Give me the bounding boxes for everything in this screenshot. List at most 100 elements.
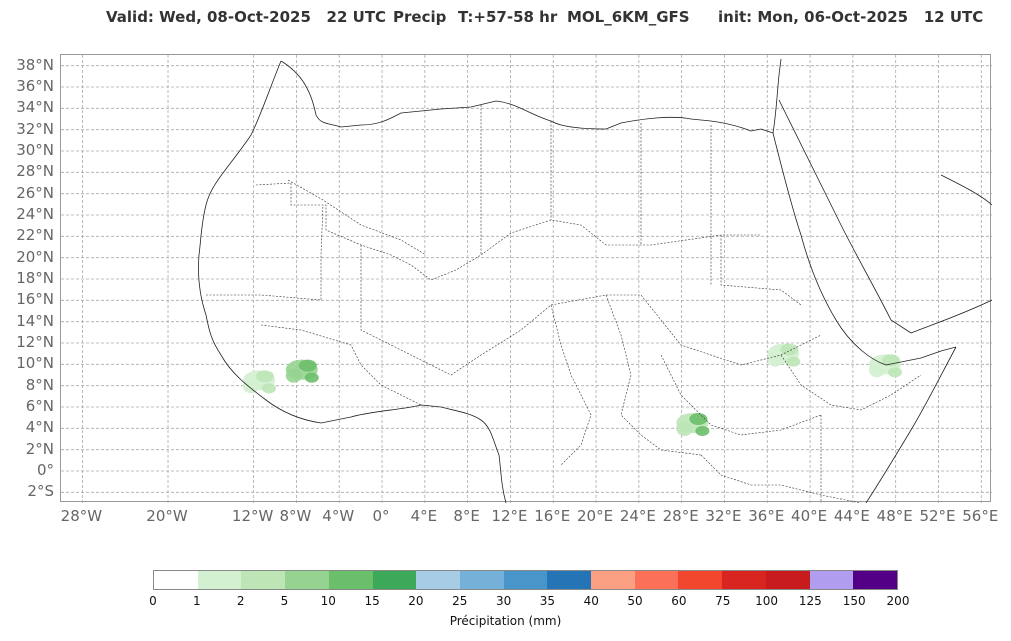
lon-tick-label: 16°E	[534, 507, 571, 525]
precip-patch	[689, 413, 708, 425]
colorbar-tick-label: 15	[364, 594, 380, 608]
colorbar-segment	[853, 571, 897, 589]
colorbar-segment	[634, 571, 679, 589]
precip-patch	[676, 422, 693, 436]
lat-tick-label: 2°S	[27, 482, 54, 501]
lon-tick-label: 40°E	[791, 507, 828, 525]
colorbar-label: Précipitation (mm)	[449, 614, 562, 628]
colorbar-segment	[285, 571, 329, 589]
lat-tick-label: 0°	[36, 461, 54, 479]
colorbar-tick-label: 0	[149, 594, 157, 608]
graticule	[61, 55, 992, 503]
lat-tick-label: 30°N	[16, 141, 54, 159]
colorbar-tick-label: 200	[886, 594, 910, 608]
lat-tick-label: 22°N	[16, 226, 54, 245]
lat-tick-label: 32°N	[16, 119, 54, 138]
lat-tick-label: 18°N	[16, 269, 54, 287]
country-borders	[206, 105, 922, 503]
valid-time: Valid: Wed, 08-Oct-2025 22 UTC	[106, 8, 387, 26]
colorbar-tick-label: 30	[495, 594, 512, 608]
lat-tick-label: 6°N	[25, 397, 54, 415]
lon-tick-label: 32°E	[705, 507, 742, 525]
colorbar-segment	[241, 571, 286, 589]
model-name: MOL_6KM_GFS	[567, 8, 690, 26]
precip-patch	[786, 356, 801, 367]
lon-tick-label: 20°E	[577, 507, 614, 525]
colorbar-segment	[678, 571, 723, 589]
west-africa-coast	[198, 254, 507, 503]
lon-tick-label: 28°E	[662, 507, 699, 525]
lat-tick-label: 26°N	[16, 183, 54, 202]
precip-patch	[304, 372, 319, 383]
levant-coast	[772, 58, 782, 134]
lat-tick-label: 28°N	[16, 162, 54, 181]
lon-tick-label: 36°E	[748, 507, 785, 525]
precip-patch	[767, 352, 784, 367]
colorbar-segment	[503, 571, 548, 589]
colorbar-tick-label: 35	[539, 594, 556, 608]
lon-tick-label: 48°E	[876, 507, 913, 525]
north-africa-coast	[280, 60, 774, 134]
lon-tick-label: 20°W	[146, 507, 188, 525]
colorbar-segment	[765, 571, 810, 589]
arabia-red-sea-coast	[778, 99, 912, 334]
precip-patch	[868, 363, 885, 378]
lead-time: T:+57-58 hr	[458, 8, 558, 26]
lat-tick-label: 8°N	[25, 375, 54, 394]
precip-patch	[285, 368, 302, 383]
lat-tick-label: 2°N	[25, 439, 54, 458]
precip-layer	[242, 343, 902, 436]
colorbar-segment	[547, 571, 592, 589]
lon-tick-label: 12°W	[231, 507, 274, 525]
red-sea-west-coast	[772, 132, 957, 366]
lon-tick-label: 44°E	[833, 507, 870, 525]
lat-tick-label: 12°N	[16, 333, 54, 351]
lon-tick-label: 8°E	[453, 507, 480, 525]
colorbar-tick-label: 50	[627, 594, 643, 608]
colorbar-tick-label: 2	[236, 594, 245, 608]
precip-patch	[261, 383, 276, 394]
precip-patch	[780, 343, 799, 356]
lon-tick-label: 24°E	[619, 507, 656, 525]
colorbar-tick-label: 40	[583, 594, 599, 608]
lat-tick-label: 34°N	[16, 98, 54, 117]
colorbar-tick-label: 10	[320, 594, 336, 608]
horn-coast	[865, 346, 957, 503]
colorbar-tick-label: 25	[452, 594, 468, 608]
lat-tick-label: 10°N	[16, 354, 54, 373]
lat-tick-label: 36°N	[16, 77, 54, 95]
precip-patch	[887, 367, 902, 378]
gulf-coast	[940, 174, 992, 206]
colorbar-segment	[197, 571, 242, 589]
colorbar-segment	[154, 571, 198, 589]
colorbar-segment	[416, 571, 460, 589]
map-title: Valid: Wed, 08-Oct-2025 22 UTC Precip T:…	[0, 8, 1011, 28]
precip-patch	[255, 370, 274, 383]
lon-tick-label: 0°	[372, 507, 390, 525]
lat-tick-label: 24°N	[16, 205, 54, 223]
lon-tick-label: 8°W	[279, 507, 312, 525]
colorbar-tick-label: 125	[798, 594, 822, 608]
lon-tick-label: 4°E	[410, 507, 438, 525]
lat-tick-label: 38°N	[16, 55, 54, 74]
colorbar-tick-label: 75	[715, 594, 731, 608]
morocco-atlantic-coast	[198, 60, 282, 256]
colorbar-segment	[372, 571, 417, 589]
lon-tick-label: 12°E	[491, 507, 528, 525]
lat-tick-label: 14°N	[16, 311, 54, 330]
lon-tick-label: 4°W	[322, 507, 355, 525]
precip-patch	[695, 426, 710, 436]
coastlines	[198, 58, 992, 503]
lat-tick-label: 20°N	[16, 247, 54, 266]
lat-tick-label: 4°N	[25, 418, 54, 437]
colorbar-tick-label: 100	[755, 594, 778, 608]
lon-tick-label: 28°W	[60, 507, 103, 525]
colorbar-tick-label: 150	[842, 594, 866, 608]
lon-tick-label: 56°E	[962, 507, 999, 525]
colorbar-segment	[809, 571, 854, 589]
colorbar-segment	[459, 571, 504, 589]
map-canvas	[61, 55, 992, 503]
lon-tick-label: 52°E	[919, 507, 956, 525]
arabia-south-coast	[910, 299, 992, 334]
colorbar-tick-label: 1	[192, 594, 201, 608]
